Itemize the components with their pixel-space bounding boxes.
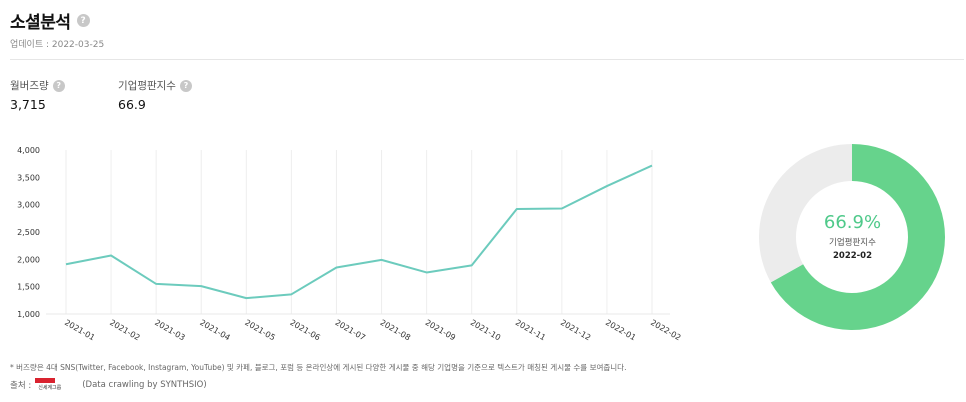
buzz-line-chart: 1,000 1,500 2,000 2,500 3,000 3,500 4,000 2021-… [17,146,682,343]
x-tick-label: 2021-02 [108,318,141,343]
title-row: 소셜분석 ? [10,8,90,33]
x-tick-label: 2022-02 [649,318,682,343]
page-title: 소셜분석 [10,13,71,33]
source-text: (Data crawling by SYNTHSIO) [82,380,207,390]
y-tick-label: 3,000 [17,201,40,210]
x-tick-label: 2022-01 [604,318,637,343]
x-tick-label: 2021-03 [153,318,186,343]
x-tick-label: 2021-06 [288,318,321,343]
metric-reputation: 기업평판지수 ? 66.9 [118,78,192,112]
updated-date: 업데이트 : 2022-03-25 [10,40,105,50]
source-line: 출처 : 신세계그룹 (Data crawling by SYNTHSIO) [10,378,207,392]
metric-reputation-value: 66.9 [118,97,146,112]
donut-center: 66.9% 기업평판지수 2022-02 [795,212,910,261]
y-tick-label: 2,000 [17,255,40,264]
series-line [65,164,653,300]
donut-percent: 66.9% [823,212,882,233]
metric-reputation-label: 기업평판지수 [118,80,176,92]
x-tick-label: 2021-12 [559,318,592,343]
y-tick-label: 3,500 [17,173,40,182]
y-tick-label: 4,000 [17,146,40,155]
x-tick-label: 2021-11 [514,318,547,343]
x-tick-label: 2021-01 [63,318,96,343]
y-tick-label: 1,000 [17,310,40,319]
donut-slice-value [770,144,945,330]
help-icon[interactable]: ? [52,79,65,92]
donut-label: 기업평판지수 [829,238,876,248]
x-tick-label: 2021-05 [243,318,276,343]
metric-buzz-value: 3,715 [10,97,46,112]
metric-buzz: 월버즈량 ? 3,715 [10,78,65,112]
metric-buzz-label: 월버즈량 [10,80,49,92]
donut-date: 2022-02 [832,251,872,261]
divider [10,59,964,60]
donut-slice-remainder [759,144,852,283]
reputation-donut-chart [759,144,945,330]
y-tick-label: 1,500 [17,283,40,292]
x-tick-label: 2021-10 [469,318,502,343]
y-tick-label: 2,500 [17,228,40,237]
company-logo: 신세계그룹 [35,378,79,392]
footnote: * 버즈량은 4대 SNS(Twitter, Facebook, Instagr… [10,363,627,372]
x-tick-label: 2021-04 [198,318,231,343]
x-tick-label: 2021-09 [424,318,457,343]
help-icon[interactable]: ? [76,14,90,27]
help-icon[interactable]: ? [179,79,192,92]
source-label: 출처 : [10,381,32,391]
x-tick-label: 2021-07 [333,318,366,343]
x-tick-label: 2021-08 [379,318,412,343]
